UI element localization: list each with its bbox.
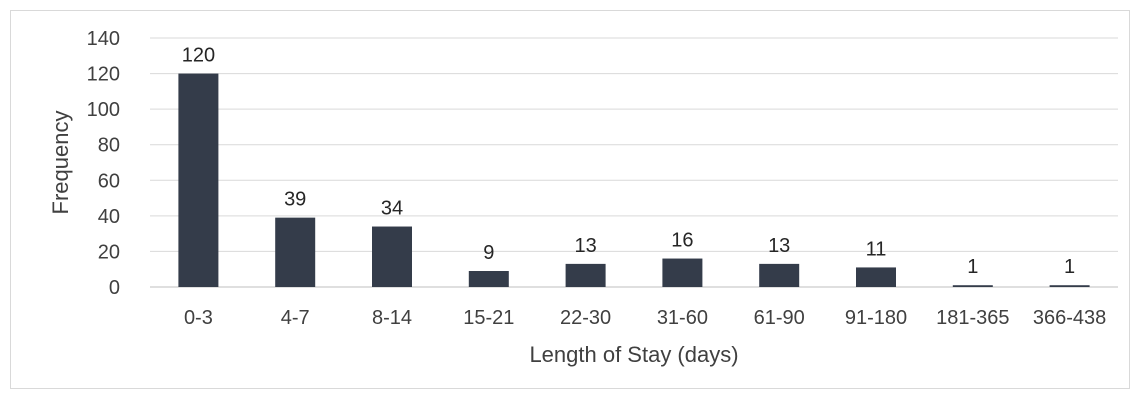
x-tick-label: 22-30 (560, 307, 611, 329)
bar (178, 73, 219, 287)
y-tick-label: 140 (87, 28, 120, 50)
y-tick-labels: 0 20 40 60 80 100 120 140 (87, 28, 120, 299)
y-tick-label: 100 (87, 99, 120, 121)
data-label: 13 (768, 235, 790, 257)
data-label: 1 (1064, 256, 1075, 278)
y-axis-title: Frequency (48, 111, 73, 215)
bar (1049, 285, 1090, 287)
data-label: 39 (284, 189, 306, 211)
x-tick-label: 181-365 (936, 307, 1009, 329)
x-axis-title: Length of Stay (days) (529, 342, 738, 367)
data-label: 11 (866, 238, 887, 260)
data-label: 13 (574, 235, 596, 257)
x-tick-label: 4-7 (281, 307, 310, 329)
y-tick-label: 60 (98, 170, 120, 192)
y-tick-label: 20 (98, 241, 120, 263)
bar (662, 258, 703, 287)
x-tick-label: 61-90 (754, 307, 805, 329)
bar (275, 217, 316, 287)
bar (856, 267, 896, 287)
bar (468, 270, 509, 287)
x-tick-label: 8-14 (372, 307, 412, 329)
data-label: 9 (483, 242, 494, 264)
bars (178, 73, 1090, 287)
y-tick-label: 0 (109, 277, 120, 299)
bar (565, 263, 606, 287)
bar (759, 263, 800, 287)
bar (372, 226, 412, 287)
data-label: 120 (182, 45, 215, 67)
y-tick-label: 120 (87, 64, 120, 86)
data-label: 34 (381, 198, 403, 220)
bar (952, 285, 993, 287)
x-tick-label: 31-60 (657, 307, 708, 329)
y-tick-label: 40 (98, 206, 120, 228)
x-tick-label: 366-438 (1033, 307, 1106, 329)
x-tick-label: 15-21 (463, 307, 514, 329)
y-tick-label: 80 (98, 135, 120, 157)
x-tick-label: 0-3 (184, 307, 213, 329)
x-tick-labels: 0-3 4-7 8-14 15-21 22-30 31-60 61-90 91-180 181-… (184, 307, 1106, 329)
data-label: 16 (671, 230, 693, 252)
data-label: 1 (967, 256, 978, 278)
x-tick-label: 91-180 (845, 307, 907, 329)
